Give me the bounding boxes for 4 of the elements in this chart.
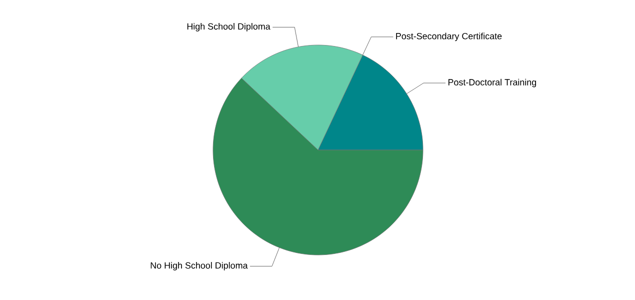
category-label: Post-Secondary Certificate — [396, 32, 502, 42]
slice-label: High School Diploma — [187, 23, 270, 32]
slice-label: No High School Diploma — [150, 262, 248, 270]
slice-label: Post-Doctoral Training — [448, 78, 536, 88]
